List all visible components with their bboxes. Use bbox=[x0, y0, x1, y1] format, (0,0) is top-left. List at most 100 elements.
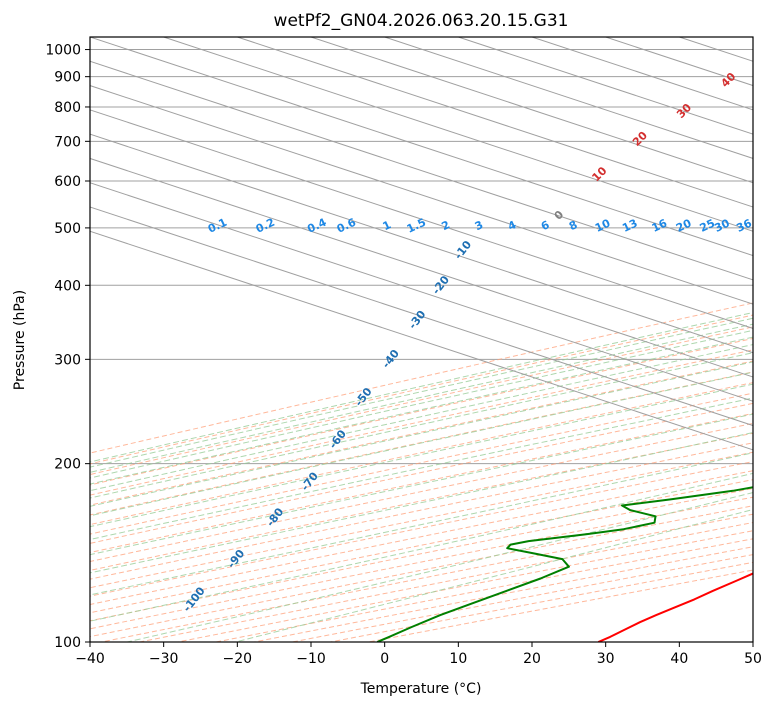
y-tick-label: 600 bbox=[54, 174, 81, 190]
x-tick-label: 20 bbox=[523, 651, 541, 667]
y-tick-label: 400 bbox=[54, 278, 81, 294]
isotherm-gridlines bbox=[90, 37, 753, 451]
isotherm-line bbox=[90, 182, 753, 402]
x-tick-label: −20 bbox=[223, 651, 253, 667]
chart-title: wetPf2_GN04.2026.063.20.15.G31 bbox=[274, 11, 569, 31]
moist-adiabat bbox=[90, 312, 753, 463]
x-tick-label: 40 bbox=[670, 651, 688, 667]
dry-adiabat bbox=[90, 402, 753, 544]
reference-line-labels: -100-90-80-70-60-50-40-30-20-100.1 0.2 0.4… bbox=[180, 70, 754, 615]
moist-adiabat bbox=[90, 317, 753, 468]
dry-adiabat bbox=[368, 569, 753, 642]
moist-adiabat-label: 40 bbox=[718, 70, 738, 90]
dry-adiabat bbox=[90, 412, 753, 554]
mixing-ratio-label: 16 bbox=[650, 216, 670, 234]
x-tick-label: −10 bbox=[296, 651, 326, 667]
y-tick-label: 100 bbox=[54, 635, 81, 651]
mixing-ratio-label: 0.1 bbox=[206, 216, 229, 236]
dry-adiabat-lines bbox=[90, 302, 753, 642]
isotherm-line bbox=[310, 37, 753, 184]
mixing-ratio-label: 20 bbox=[674, 216, 694, 234]
isotherm-line bbox=[90, 37, 753, 257]
profile-series bbox=[376, 486, 753, 642]
plot-area: -100-90-80-70-60-50-40-30-20-100.1 0.2 0.4… bbox=[90, 37, 754, 642]
plot-frame bbox=[89, 36, 754, 643]
dry-adiabat bbox=[90, 422, 753, 563]
dry-adiabat bbox=[90, 326, 753, 476]
mixing-ratio-label: 2 bbox=[440, 218, 452, 233]
y-tick-label: 900 bbox=[54, 70, 81, 86]
isotherm-line bbox=[237, 37, 753, 208]
dry-adiabat bbox=[90, 337, 753, 486]
dry-adiabat-label: -40 bbox=[380, 347, 403, 371]
dry-adiabat-label: -10 bbox=[452, 238, 475, 262]
isotherm-line bbox=[163, 37, 753, 232]
mixing-ratio-label: 3 bbox=[473, 218, 485, 233]
y-tick-label: 700 bbox=[54, 134, 81, 150]
mixing-ratio-label: 13 bbox=[620, 217, 639, 235]
x-tick-label: 0 bbox=[380, 651, 389, 667]
isotherm-line bbox=[90, 133, 753, 354]
dry-adiabat bbox=[90, 461, 753, 597]
mixing-ratio-label: 10 bbox=[593, 216, 613, 234]
moist-adiabat bbox=[90, 323, 753, 473]
x-axis-label: Temperature (°C) bbox=[360, 681, 482, 697]
dry-adiabat bbox=[90, 442, 753, 580]
dry-adiabat bbox=[90, 382, 753, 526]
temperature-line bbox=[597, 572, 753, 642]
dry-adiabat bbox=[90, 392, 753, 535]
y-tick-label: 300 bbox=[54, 352, 81, 368]
isotherm-line bbox=[90, 109, 753, 329]
mixing-ratio-label: 0.6 bbox=[335, 216, 358, 236]
dry-adiabat bbox=[90, 479, 753, 614]
isotherm-line bbox=[752, 37, 753, 38]
moist-adiabat bbox=[90, 344, 753, 492]
moist-adiabat bbox=[90, 361, 753, 507]
y-tick-label: 500 bbox=[54, 221, 81, 237]
mixing-ratio-label: 4 bbox=[506, 218, 519, 233]
mixing-ratio-label: 0.4 bbox=[305, 216, 328, 236]
dewpoint-line bbox=[376, 486, 753, 642]
moist-adiabat bbox=[90, 352, 753, 499]
mixing-ratio-label: 1.5 bbox=[405, 216, 428, 236]
moist-adiabat-lines bbox=[90, 312, 753, 642]
isotherm-line bbox=[90, 230, 753, 451]
dry-adiabat-label: -50 bbox=[352, 385, 375, 409]
isotherm-line bbox=[90, 85, 753, 305]
dry-adiabat bbox=[90, 487, 753, 622]
isotherm-line bbox=[90, 206, 753, 427]
x-tick-label: 30 bbox=[597, 651, 615, 667]
y-axis-ticks: 100 200 300 400 500 600 700 800 900 1000 bbox=[45, 43, 90, 651]
dry-adiabat-label: -80 bbox=[264, 505, 287, 529]
dry-adiabat-label: -30 bbox=[406, 308, 429, 332]
x-tick-label: −40 bbox=[75, 651, 105, 667]
dry-adiabat bbox=[90, 314, 753, 465]
dry-adiabat bbox=[90, 505, 753, 638]
isotherm-line bbox=[458, 37, 753, 135]
isotherm-line bbox=[90, 157, 753, 378]
dry-adiabat bbox=[90, 432, 753, 571]
y-tick-label: 1000 bbox=[45, 43, 81, 59]
dry-adiabat bbox=[90, 360, 753, 506]
x-tick-label: 10 bbox=[449, 651, 467, 667]
isotherm-line bbox=[384, 37, 753, 159]
mixing-ratio-label: 6 bbox=[539, 218, 552, 233]
dry-adiabat bbox=[101, 513, 753, 642]
x-tick-label: −30 bbox=[149, 651, 179, 667]
x-axis-ticks: −40 −30 −20 −10 0 10 20 30 40 50 bbox=[75, 642, 762, 667]
dry-adiabat bbox=[90, 349, 753, 496]
dry-adiabat bbox=[90, 470, 753, 606]
moist-adiabat-label: 30 bbox=[674, 101, 694, 121]
moist-adiabat-label: 20 bbox=[630, 129, 650, 149]
y-axis-label: Pressure (hPa) bbox=[12, 290, 28, 390]
isotherm-line bbox=[531, 37, 753, 111]
y-tick-label: 200 bbox=[54, 457, 81, 473]
moist-adiabat bbox=[90, 336, 753, 485]
dry-adiabat bbox=[90, 302, 753, 454]
isotherm-line bbox=[90, 60, 753, 281]
x-tick-label: 50 bbox=[744, 651, 762, 667]
mixing-ratio-label: 8 bbox=[567, 218, 579, 233]
moist-adiabat-label: 0 bbox=[552, 208, 567, 223]
mixing-ratio-label: 36 bbox=[734, 216, 754, 234]
